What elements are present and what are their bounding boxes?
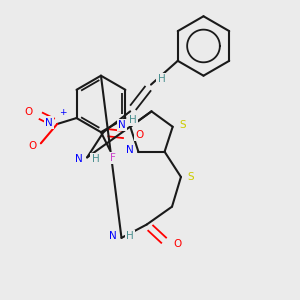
Text: H: H — [158, 74, 165, 84]
Text: S: S — [179, 120, 185, 130]
Text: N: N — [45, 118, 53, 128]
Text: H: H — [126, 231, 134, 242]
Text: H: H — [129, 115, 137, 125]
Text: F: F — [110, 153, 116, 163]
Text: S: S — [187, 172, 194, 182]
Text: H: H — [92, 154, 99, 164]
Text: N: N — [118, 120, 126, 130]
Text: O: O — [135, 130, 143, 140]
Text: O: O — [24, 107, 32, 117]
Text: +: + — [59, 108, 66, 117]
Text: N: N — [109, 231, 117, 242]
Text: N: N — [126, 145, 134, 155]
Text: N: N — [75, 154, 83, 164]
Text: O: O — [28, 141, 37, 151]
Text: O: O — [174, 239, 182, 249]
